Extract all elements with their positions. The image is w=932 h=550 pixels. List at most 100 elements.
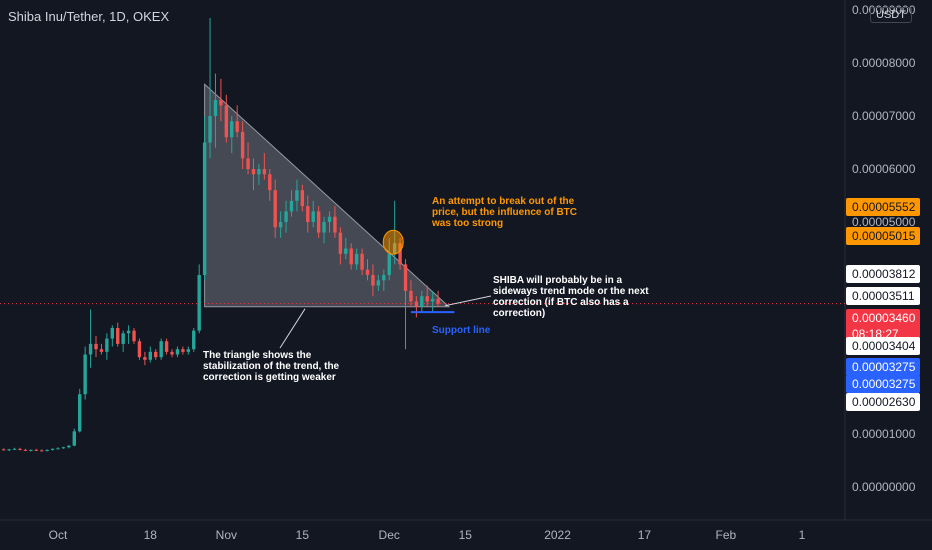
x-tick-label: 2022 — [544, 528, 571, 542]
candle-body — [186, 349, 191, 352]
candle-body — [159, 341, 163, 358]
candle-body — [202, 142, 207, 275]
price-tag — [846, 375, 920, 393]
candle-body — [2, 449, 6, 451]
candle-body — [403, 264, 408, 291]
candle-body — [170, 351, 174, 355]
candle-body — [436, 298, 440, 304]
price-tag-label: 0.00003812 — [852, 267, 916, 281]
candle-body — [132, 330, 136, 342]
candle-body — [230, 121, 234, 138]
candle-body — [251, 169, 256, 175]
candle-body — [143, 357, 147, 360]
price-tag-label: 0.00003404 — [852, 339, 916, 353]
candle-body — [148, 351, 153, 360]
y-tick-label: 0.00008000 — [852, 56, 916, 70]
annotation-leader-triangle — [279, 308, 306, 349]
candle-body — [121, 333, 125, 344]
y-tick-label: 0.00001000 — [852, 427, 916, 441]
annotation-triangle-text: stabilization of the trend, the — [203, 361, 340, 372]
candle-body — [300, 190, 305, 207]
x-tick-label: 1 — [799, 528, 806, 542]
price-tag — [846, 337, 920, 355]
candle-body — [333, 216, 337, 233]
candle-body — [34, 449, 38, 451]
annotation-shiba-text: sideways trend mode or the next — [493, 286, 649, 297]
candle-body — [99, 349, 104, 352]
candle-body — [430, 298, 435, 302]
x-tick-label: 15 — [296, 528, 310, 542]
price-tag — [846, 393, 920, 411]
annotation-triangle-text: correction is getting weaker — [203, 372, 336, 383]
candle-body — [175, 349, 180, 355]
x-tick-label: 18 — [144, 528, 158, 542]
price-tag-label: 0.00003275 — [852, 360, 916, 374]
chart-title: Shiba Inu/Tether, 1D, OKEX — [8, 9, 170, 24]
price-tag — [846, 265, 920, 283]
candle-body — [289, 200, 294, 212]
candle-body — [344, 248, 348, 254]
candle-body — [322, 222, 326, 233]
candle-body — [224, 105, 229, 138]
candle-body — [295, 190, 299, 201]
annotation-shiba-text: correction) — [493, 308, 545, 319]
candle-body — [116, 328, 120, 344]
price-tag — [846, 287, 920, 305]
y-tick-label: 0.00005000 — [852, 215, 916, 229]
price-tag-label: 0.00005552 — [852, 200, 916, 214]
candle-body — [387, 253, 391, 275]
candle-body — [23, 449, 28, 451]
price-tag — [846, 358, 920, 376]
candle-body — [12, 448, 17, 450]
annotation-triangle-text: The triangle shows the — [203, 350, 312, 361]
candle-body — [240, 131, 245, 159]
candle-body — [365, 269, 370, 275]
breakout-highlight — [382, 229, 404, 255]
candle-body — [316, 211, 321, 233]
y-tick-label: 0.00009000 — [852, 3, 916, 17]
annotation-leader-shiba — [444, 295, 492, 307]
price-tag — [846, 227, 920, 245]
candle-body — [61, 447, 66, 449]
candle-body — [327, 216, 332, 222]
candle-body — [257, 169, 261, 175]
candle-body — [376, 280, 381, 286]
price-tag — [846, 309, 920, 343]
candle-body — [137, 341, 142, 358]
candle-body — [354, 253, 359, 265]
price-tag-label: 0.00003460 — [852, 311, 916, 325]
candle-body — [50, 448, 55, 450]
candle-body — [94, 343, 98, 350]
annotation-shiba-text: SHIBA will probably be in a — [493, 275, 623, 286]
candle-body — [306, 206, 310, 222]
candle-body — [29, 449, 33, 451]
candle-body — [105, 338, 109, 352]
price-tag — [846, 198, 920, 216]
annotation-breakout-text: An attempt to break out of the — [432, 196, 575, 207]
candle-body — [278, 222, 283, 228]
candle-body — [349, 248, 353, 265]
candle-body — [360, 253, 364, 270]
candle-body — [67, 445, 71, 448]
candle-body — [7, 449, 11, 451]
triangle-pattern — [204, 83, 451, 308]
candle-body — [409, 290, 413, 302]
candle-body — [181, 349, 185, 352]
candle-body — [235, 121, 239, 132]
candle-body — [208, 116, 212, 143]
candle-body — [78, 394, 82, 432]
price-tag-label: 0.00002630 — [852, 395, 916, 409]
annotation-breakout-text: price, but the influence of BTC — [432, 207, 577, 218]
candle-body — [371, 275, 375, 286]
price-tag-label: 0.00005015 — [852, 229, 916, 243]
price-tag-label: 0.00003275 — [852, 377, 916, 391]
y-tick-label: 0.00006000 — [852, 162, 916, 176]
candle-body — [192, 330, 196, 350]
y-tick-label: 0.00000000 — [852, 480, 916, 494]
annotation-support-text: Support line — [432, 325, 491, 336]
currency-button[interactable]: USDT — [870, 7, 912, 23]
candle-body — [311, 211, 315, 222]
candle-body — [72, 431, 76, 446]
price-tag-label: 0.00003511 — [852, 289, 915, 303]
